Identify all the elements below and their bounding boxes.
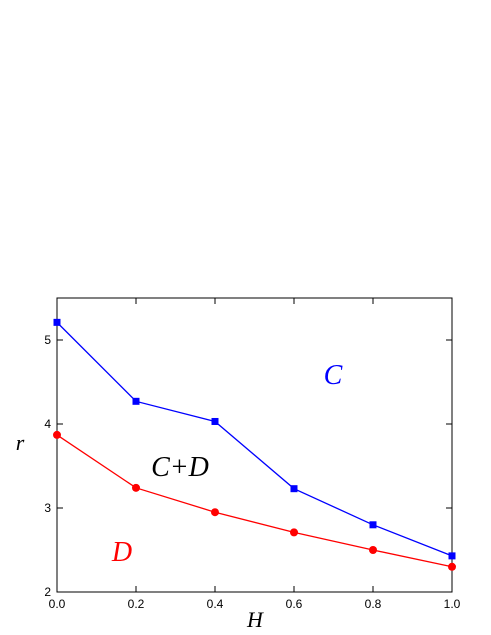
x-tick-label: 0.6 [286,597,303,611]
annotation: C+D [151,452,209,483]
marker [53,318,61,326]
annotation: C [324,360,343,391]
series-line [56,321,453,557]
marker [369,546,377,554]
y-tick-label: 4 [44,417,51,431]
marker [132,483,140,492]
x-tick-label: 0.2 [128,597,145,611]
x-axis-label: H [246,607,264,632]
marker [132,397,140,405]
series-line [56,434,453,568]
marker [369,521,377,529]
x-tick-label: 0.8 [365,597,382,611]
plot-frame [56,297,453,593]
marker [448,552,456,560]
marker [53,430,61,439]
y-tick-label: 2 [44,585,51,599]
marker [211,417,219,425]
marker [290,528,298,537]
y-axis-label: r [16,430,25,455]
x-tick-label: 1.0 [444,597,461,611]
marker [448,562,456,571]
x-tick-label: 0.0 [49,597,66,611]
y-tick-label: 5 [44,333,51,347]
annotation: D [111,537,132,568]
marker [290,485,298,493]
x-tick-label: 0.4 [207,597,224,611]
y-tick-label: 3 [44,501,51,515]
marker [211,508,219,517]
